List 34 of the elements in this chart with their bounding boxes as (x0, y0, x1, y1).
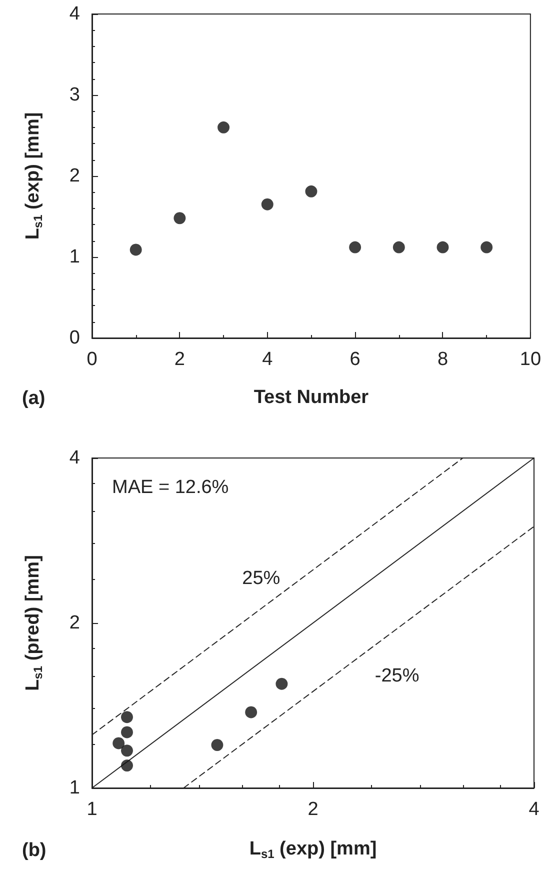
y-tick-label: 1 (69, 778, 80, 798)
x-tick-label: 4 (528, 799, 540, 820)
point (130, 244, 142, 256)
x-tick-label: 6 (350, 349, 360, 370)
x-tick-label: 2 (308, 799, 318, 820)
annotation: MAE = 12.6% (112, 477, 229, 498)
x-tick-label: 0 (86, 349, 98, 370)
point (480, 241, 493, 254)
text: (b) (22, 840, 46, 861)
point (261, 198, 274, 210)
text: (a) (22, 388, 46, 409)
y-tick-label: 2 (69, 166, 80, 186)
x-tick-label: 1 (86, 799, 98, 820)
point (218, 121, 230, 134)
x-tick-label: 4 (262, 349, 274, 370)
x-tick-label: 10 (520, 349, 542, 370)
x-axis-title: Test Number (254, 387, 370, 408)
x-tick-label: 8 (437, 349, 448, 370)
y-axis-title: Ls1 (pred) [mm] (22, 555, 45, 691)
y-tick-label: 1 (69, 246, 80, 268)
point (349, 241, 362, 254)
y-tick-label: 4 (69, 448, 80, 468)
annotation: -25% (374, 665, 420, 686)
point (436, 241, 449, 254)
point (174, 212, 186, 224)
y-tick-label: 4 (69, 4, 80, 24)
y-tick-label: 2 (69, 612, 80, 634)
y-tick-label: 3 (69, 84, 80, 106)
annotation: 25% (242, 568, 280, 590)
point (305, 185, 318, 198)
point (392, 241, 405, 254)
y-tick-label: 0 (69, 328, 80, 348)
y-axis-title: Ls1 (exp) [mm] (22, 112, 45, 240)
x-tick-label: 2 (174, 349, 185, 370)
